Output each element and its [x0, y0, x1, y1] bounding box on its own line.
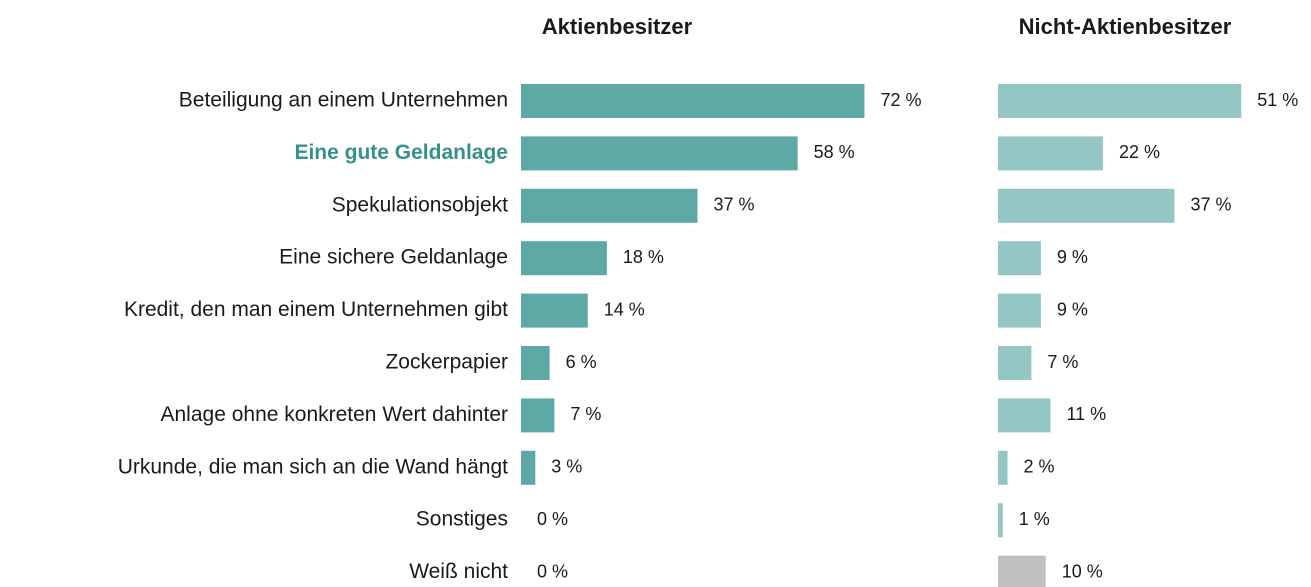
bar	[998, 84, 1242, 118]
value-label: 37 %	[713, 195, 754, 215]
bar	[521, 450, 536, 485]
bar	[521, 84, 865, 118]
value-label: 10 %	[1062, 561, 1103, 581]
value-label: 1 %	[1019, 509, 1050, 529]
value-label: 14 %	[604, 299, 645, 319]
value-label: 7 %	[570, 404, 601, 424]
category-label: Kredit, den man einem Unternehmen gibt	[124, 298, 508, 321]
value-label: 72 %	[880, 90, 921, 110]
bar	[521, 241, 607, 276]
bar	[998, 293, 1041, 328]
value-label: 37 %	[1190, 195, 1231, 215]
value-label: 3 %	[551, 457, 582, 477]
bar	[521, 346, 550, 380]
value-label: 51 %	[1257, 90, 1298, 110]
category-label: Anlage ohne konkreten Wert dahinter	[160, 403, 508, 426]
category-label: Sonstiges	[416, 508, 508, 531]
bar	[521, 188, 698, 223]
value-label: 9 %	[1057, 247, 1088, 267]
value-label: 9 %	[1057, 299, 1088, 319]
bar	[998, 450, 1008, 485]
category-label: Urkunde, die man sich an die Wand hängt	[118, 455, 508, 478]
bar	[998, 398, 1051, 433]
category-label: Zockerpapier	[385, 351, 508, 374]
value-label: 22 %	[1119, 142, 1160, 162]
category-label: Eine sichere Geldanlage	[279, 246, 508, 269]
value-label: 6 %	[566, 352, 597, 372]
category-label: Spekulationsobjekt	[332, 193, 508, 216]
category-label: Beteiligung an einem Unternehmen	[179, 89, 508, 112]
bar	[998, 241, 1041, 276]
bar	[998, 188, 1175, 223]
bar	[521, 136, 798, 171]
category-label: Eine gute Geldanlage	[294, 141, 508, 164]
bar	[521, 293, 588, 328]
panel-title: Aktienbesitzer	[542, 14, 693, 39]
bar	[998, 346, 1032, 380]
bar	[521, 398, 555, 433]
bar	[998, 503, 1003, 538]
bar	[998, 136, 1103, 171]
value-label: 0 %	[537, 561, 568, 581]
value-label: 18 %	[623, 247, 664, 267]
value-label: 7 %	[1047, 352, 1078, 372]
value-label: 0 %	[537, 509, 568, 529]
value-label: 58 %	[814, 142, 855, 162]
panel-title: Nicht-Aktienbesitzer	[1019, 14, 1232, 39]
value-label: 11 %	[1066, 404, 1106, 424]
bar	[998, 555, 1046, 587]
category-label: Weiß nicht	[409, 560, 508, 583]
value-label: 2 %	[1024, 457, 1055, 477]
